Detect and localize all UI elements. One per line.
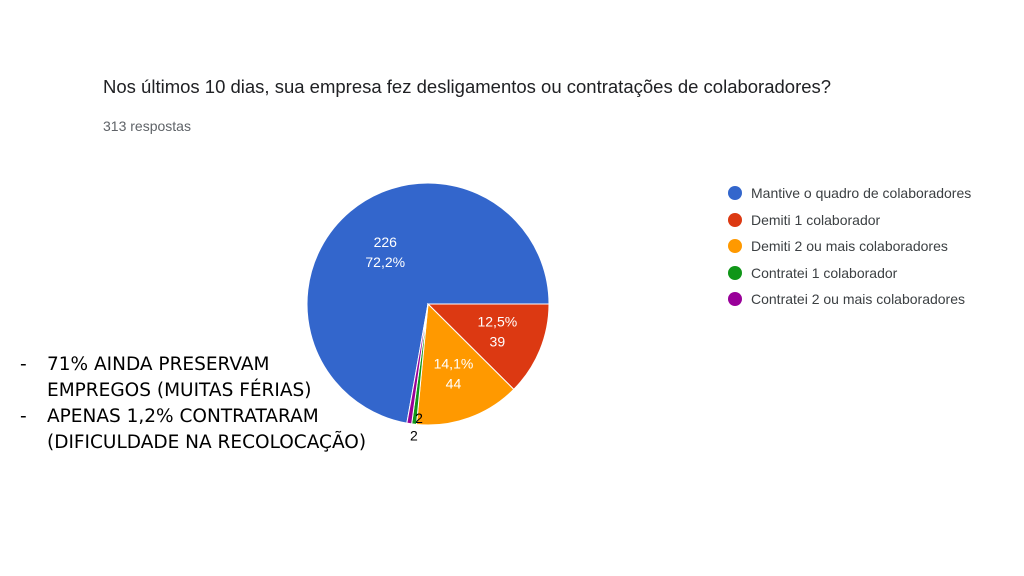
chart-title: Nos últimos 10 dias, sua empresa fez des… [103, 76, 832, 97]
slice-percent-label: 12,5% [477, 314, 517, 330]
note-item: -71% AINDA PRESERVAM EMPREGOS (MUITAS FÉ… [20, 352, 366, 404]
slice-value-label: 2 [415, 410, 423, 426]
legend-item[interactable]: Mantive o quadro de colaboradores [728, 180, 971, 207]
note-dash: - [20, 406, 27, 427]
legend-swatch [728, 265, 742, 280]
note-dash: - [20, 354, 27, 375]
legend-swatch [728, 186, 742, 201]
pie-slice[interactable] [306, 182, 550, 424]
legend-label: Demiti 1 colaborador [751, 211, 881, 228]
pie-slice[interactable] [426, 303, 550, 391]
legend-swatch [728, 292, 742, 307]
slice-value-label: 2 [410, 427, 418, 443]
pie-slice[interactable] [415, 302, 515, 426]
note-text: APENAS 1,2% CONTRATARAM (DIFICULDADE NA … [47, 406, 367, 453]
legend-item[interactable]: Contratei 2 ou mais colaboradores [728, 286, 971, 313]
slice-value-label: 44 [446, 376, 462, 392]
response-count: 313 respostas [103, 118, 191, 134]
legend-item[interactable]: Contratei 1 colaborador [728, 260, 971, 287]
pie-slice[interactable] [406, 303, 429, 425]
legend-label: Contratei 2 ou mais colaboradores [751, 291, 966, 308]
legend-item[interactable]: Demiti 1 colaborador [728, 207, 971, 234]
slice-value-label: 226 [374, 234, 398, 250]
legend-swatch [728, 239, 742, 254]
note-text: 71% AINDA PRESERVAM EMPREGOS (MUITAS FÉR… [47, 354, 312, 401]
notes-list: -71% AINDA PRESERVAM EMPREGOS (MUITAS FÉ… [20, 352, 366, 456]
chart-legend: Mantive o quadro de colaboradores Demiti… [728, 180, 971, 313]
slice-value-label: 39 [490, 334, 506, 350]
legend-item[interactable]: Demiti 2 ou mais colaboradores [728, 233, 971, 260]
legend-label: Mantive o quadro de colaboradores [751, 185, 972, 202]
note-item: - APENAS 1,2% CONTRATARAM (DIFICULDADE NA… [20, 404, 366, 456]
slice-percent-label: 72,2% [365, 254, 405, 270]
slice-percent-label: 14,1% [434, 356, 474, 372]
legend-label: Demiti 2 ou mais colaboradores [751, 238, 948, 255]
legend-label: Contratei 1 colaborador [751, 264, 898, 281]
legend-swatch [728, 212, 742, 227]
